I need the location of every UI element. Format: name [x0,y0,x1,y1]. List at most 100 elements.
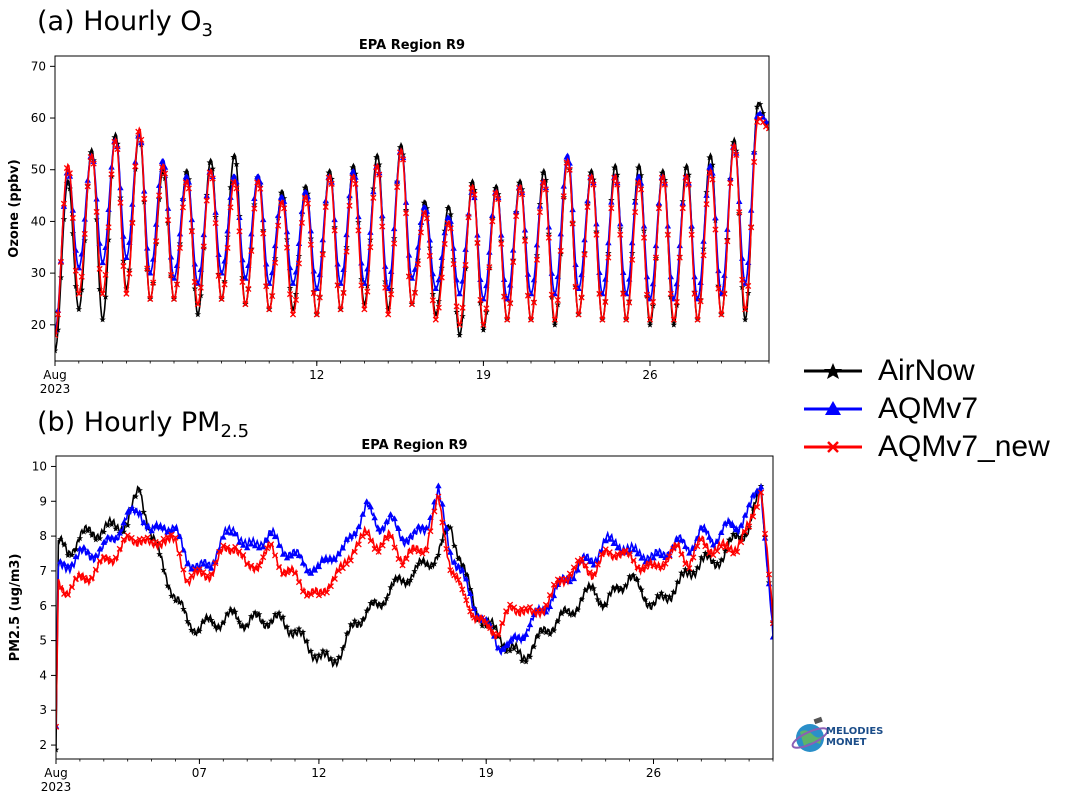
data-point [530,299,538,306]
data-point [608,205,615,212]
data-point [92,566,99,573]
data-point [477,276,484,282]
data-point [546,592,553,599]
data-point [212,220,219,227]
data-point [197,284,204,291]
x-tick-label: 26 [646,766,661,780]
data-point [371,545,378,553]
data-point [426,236,434,243]
data-point [714,559,721,566]
data-point [685,171,692,178]
data-point [414,261,422,268]
data-point [96,285,103,292]
data-point [351,530,358,537]
data-point [593,231,600,238]
data-point [331,657,339,664]
data-point [443,524,450,531]
data-point [459,566,466,573]
data-point [676,254,683,261]
data-point [335,653,343,660]
data-point [646,560,653,567]
data-point [468,179,475,186]
data-point [266,306,273,313]
data-point [727,180,734,187]
data-point [698,536,705,543]
data-point [108,171,115,178]
data-point [632,209,639,216]
data-point [510,633,518,640]
data-point [152,522,159,529]
data-point [778,64,784,70]
data-point [502,642,510,648]
data-point [722,544,729,551]
data-point [706,550,713,557]
y-tick-label: 40 [31,214,46,228]
data-point [228,529,235,536]
data-point [215,272,222,279]
data-point [287,552,295,559]
data-point [251,609,259,616]
data-point [263,537,271,543]
data-point [637,171,645,178]
data-point [370,194,377,201]
data-point [590,181,597,188]
y-tick-label: 4 [39,668,47,682]
data-point [363,607,370,614]
data-point [248,247,255,254]
legend-swatch-airnow [804,363,862,379]
data-point [105,224,112,231]
data-point [279,550,287,557]
data-point [66,170,73,177]
data-point [383,518,390,524]
data-point [626,299,633,306]
panel-b-label-main: (b) Hourly PM [37,407,221,438]
data-point [291,550,299,557]
data-point [123,254,130,261]
data-point [132,493,139,500]
data-point [240,552,247,559]
data-point [148,535,155,542]
data-point [260,230,267,237]
data-point [363,498,370,505]
data-point [670,316,677,323]
data-point [371,514,378,521]
data-point [132,538,139,545]
data-point [606,590,613,597]
data-point [343,536,350,542]
data-point [164,582,171,589]
plot-frame [54,55,770,362]
data-point [233,185,240,192]
data-point [299,559,307,566]
data-point [232,530,239,537]
data-point [498,646,506,652]
data-point [522,631,530,637]
data-point [733,151,740,159]
data-point [355,619,362,626]
data-point [116,529,123,536]
chart-title: EPA Region R9 [359,38,465,53]
data-point [587,169,594,176]
data-point [104,522,111,529]
data-point [307,647,315,654]
data-point [709,176,716,183]
data-point [662,560,669,567]
data-point [218,295,225,303]
data-point [765,125,769,132]
data-point [346,192,353,199]
data-point [459,304,466,311]
series-line [55,117,769,336]
data-point [638,566,645,573]
data-point [634,550,641,557]
data-point [775,100,781,106]
data-point [291,570,299,577]
data-point [292,296,300,304]
y-axis-label: Ozone (ppbv) [7,159,22,257]
data-point [439,500,446,507]
data-point [778,100,783,105]
data-point [162,170,169,177]
data-point [749,491,757,498]
data-point [337,306,344,313]
data-point [411,546,418,554]
data-point [172,525,179,531]
y-tick-label: 60 [31,111,46,125]
